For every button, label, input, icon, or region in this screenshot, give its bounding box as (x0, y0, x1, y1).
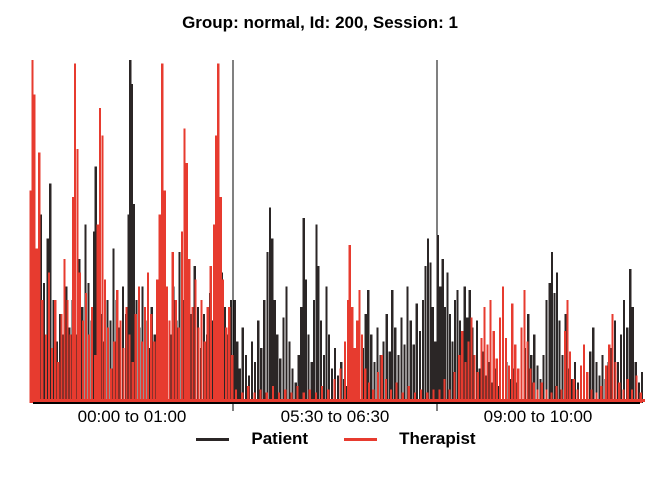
chart-title: Group: normal, Id: 200, Session: 1 (182, 13, 458, 32)
legend-label-patient: Patient (251, 429, 309, 448)
x-tick-label-2: 05:30 to 06:30 (280, 407, 390, 426)
legend-label-therapist: Therapist (399, 429, 476, 448)
x-tick-label-1: 00:00 to 01:00 (77, 407, 187, 426)
legend-item-patient: Patient (196, 429, 308, 449)
therapist-line-sample-icon (344, 437, 378, 441)
legend-item-therapist: Therapist (344, 429, 476, 449)
patient-line-sample-icon (196, 437, 230, 441)
chart-legend: Patient Therapist (0, 429, 672, 449)
x-tick-label-3: 09:00 to 10:00 (483, 407, 593, 426)
